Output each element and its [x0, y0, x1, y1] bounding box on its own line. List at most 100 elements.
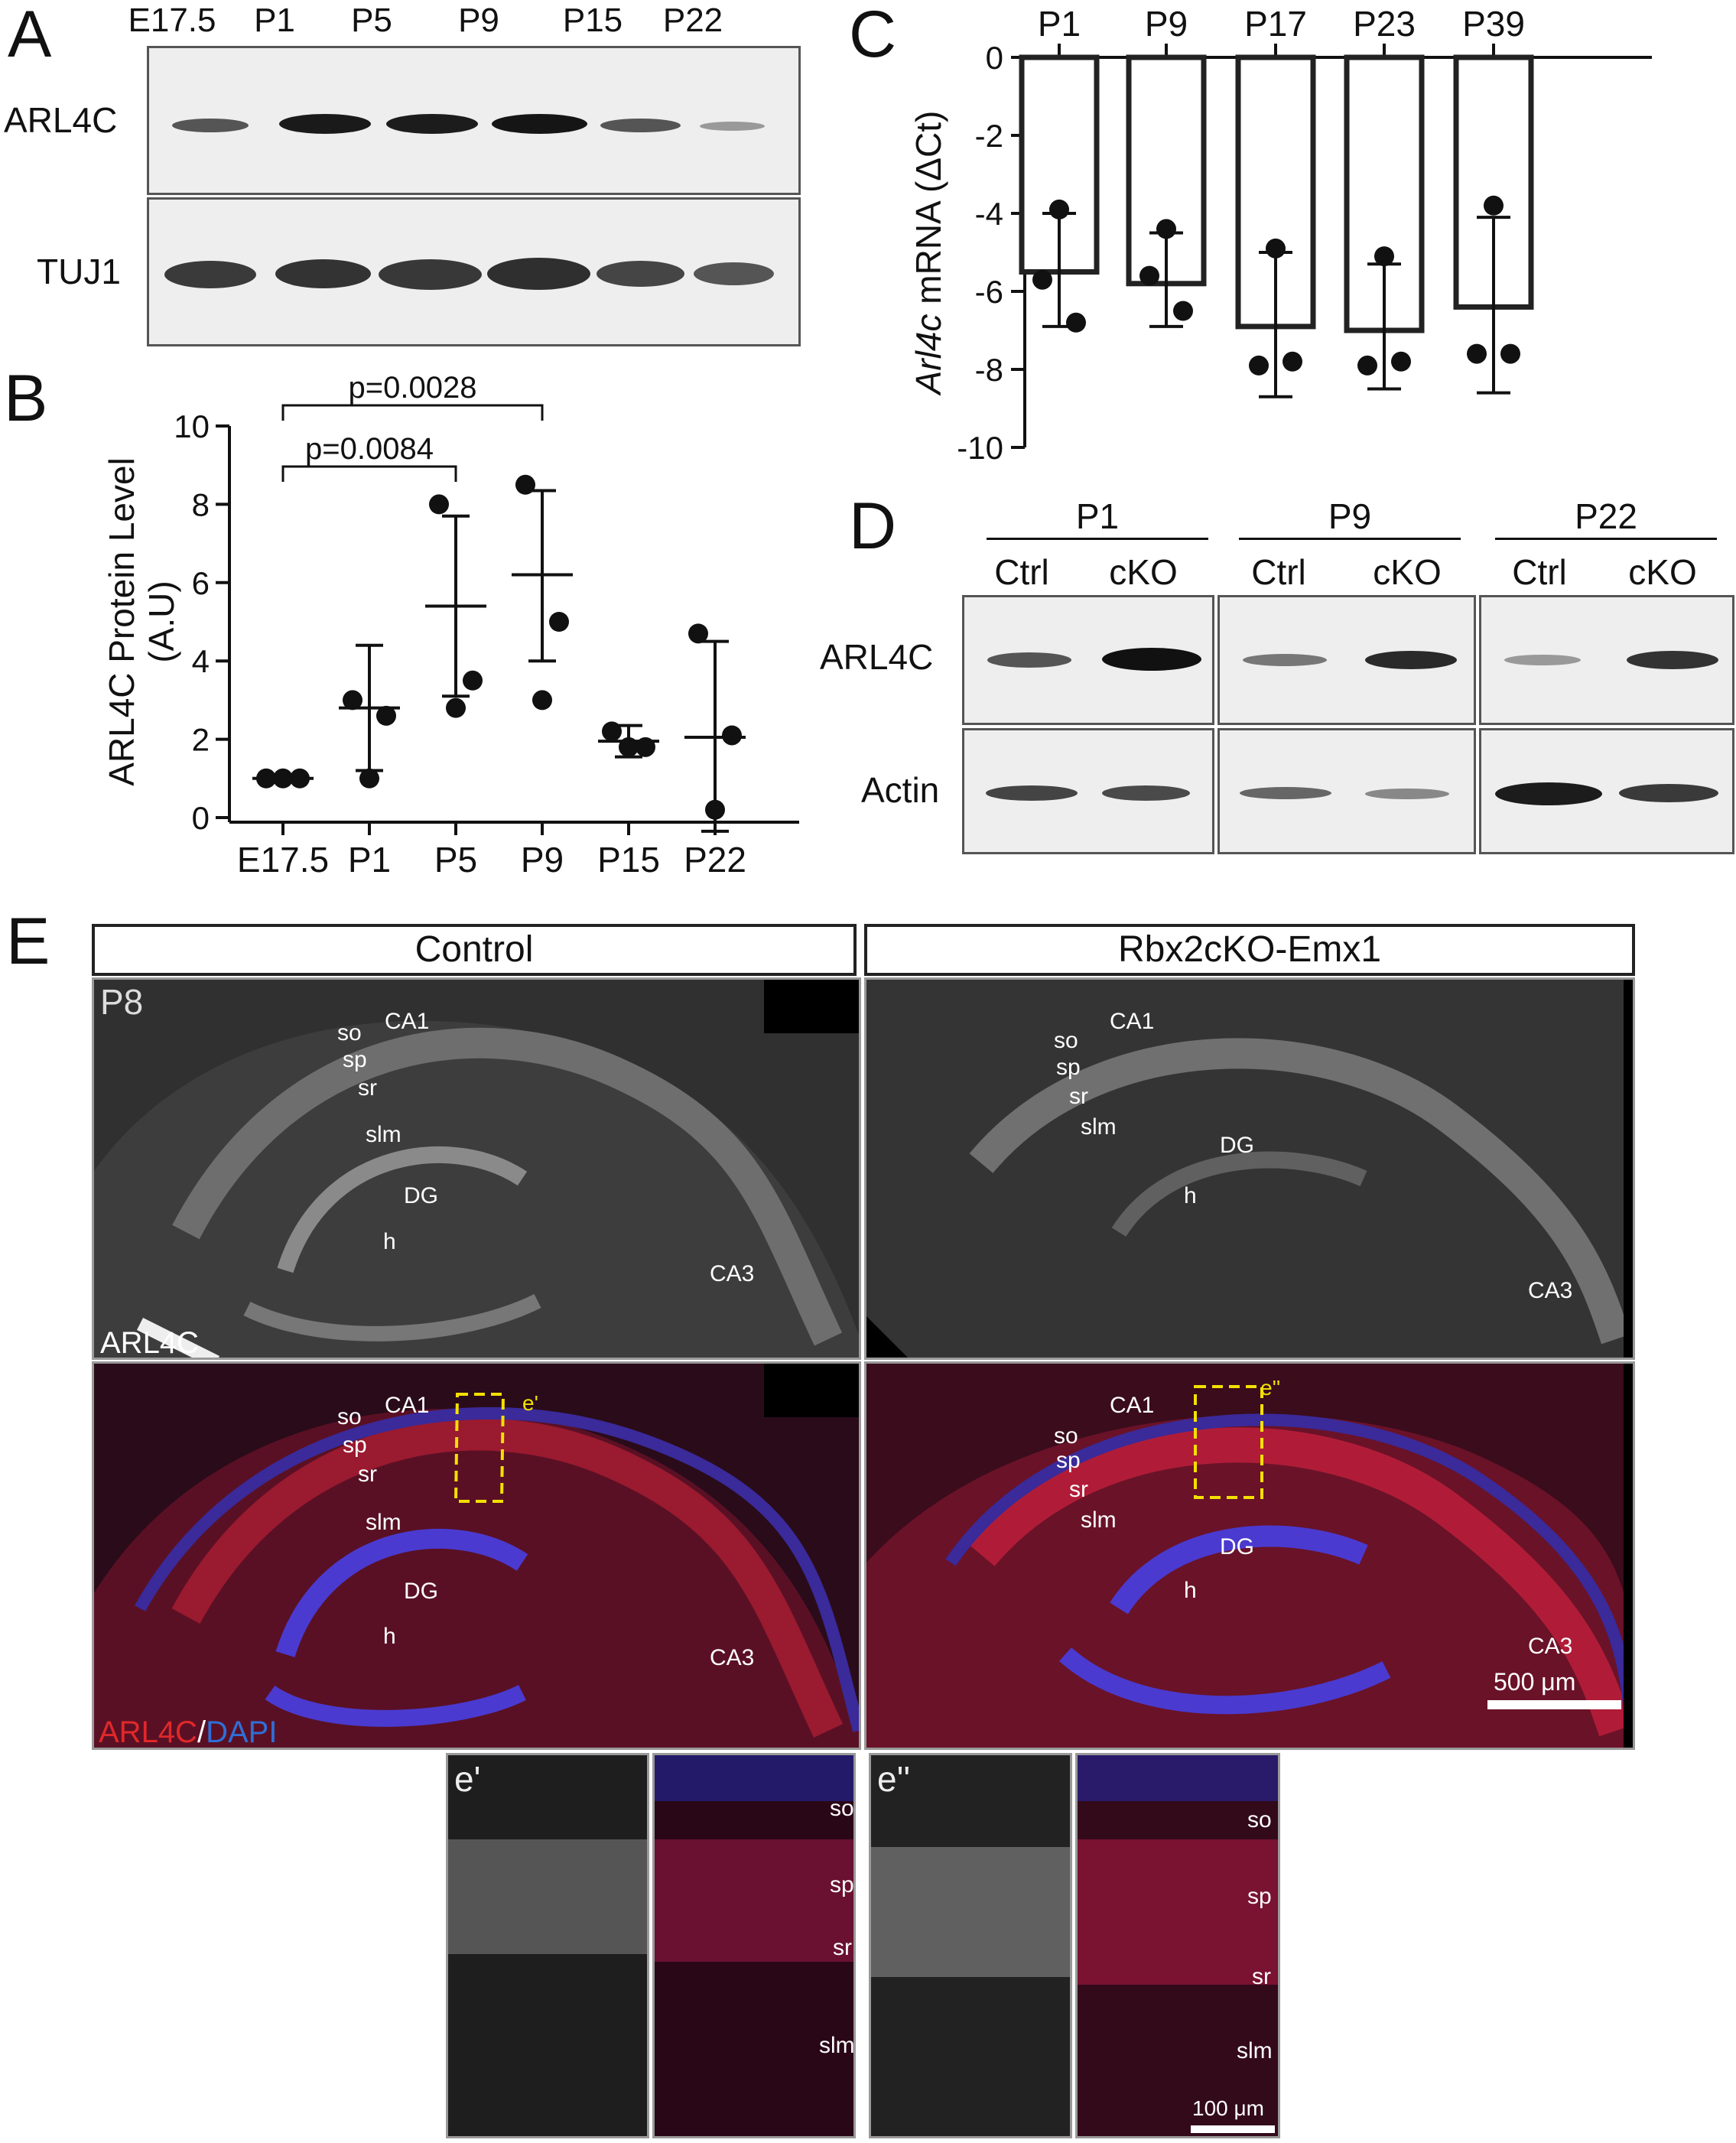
b-data-point: [290, 768, 310, 789]
region-slm: slm: [1081, 1507, 1117, 1533]
b-y-axis-label: ARL4C Protein Level(A.U): [102, 457, 181, 786]
d-arl4c-blot-p1: [962, 595, 1214, 725]
lane-label: P1: [254, 2, 295, 39]
b-x-tick-label: P22: [684, 840, 746, 880]
group-underline: [987, 538, 1208, 540]
region-so: so: [1054, 1028, 1078, 1053]
panel-a-label: A: [8, 0, 52, 71]
region-ca1: CA1: [385, 1009, 430, 1034]
b-data-point: [688, 623, 708, 644]
d-arl4c-blot-p9: [1217, 595, 1476, 725]
panel-b-label: B: [4, 362, 48, 435]
d-actin-blot-p9: [1217, 728, 1476, 854]
b-y-tick-label: 4: [192, 643, 210, 679]
lane-label: Ctrl: [1251, 552, 1306, 592]
inset-cko-merge: so sp sr slm 100 μm: [1075, 1753, 1280, 2138]
tuj1-blot: [147, 197, 801, 346]
panel-b-chart: 0 2 4 6 8 10 E17.5 P1 P5 P9 P15 P22 ARL4C Protein Le…: [102, 371, 799, 880]
region-sp: sp: [343, 1047, 367, 1072]
scale-bar-inset-label: 100 μm: [1192, 2096, 1264, 2120]
region-slm: slm: [819, 2033, 855, 2058]
panel-c-chart: 0 -2 -4 -6 -8 -10 P1 P9 P17 P23 P39 Arl4c mRNA (ΔCt…: [909, 4, 1652, 466]
inset-ctrl-merge: [652, 1753, 856, 2138]
c-data-point: [1374, 246, 1394, 267]
b-data-point: [446, 698, 466, 718]
b-y-tick-label: 10: [174, 408, 210, 444]
region-ca1: CA1: [1110, 1009, 1155, 1034]
b-bracket: [281, 465, 457, 482]
group-label: P22: [1575, 496, 1637, 536]
region-ca3: CA3: [1528, 1634, 1573, 1659]
stain-legend: ARL4C/DAPI: [99, 1717, 277, 1748]
c-data-point: [1357, 355, 1377, 376]
lane-label: cKO: [1373, 552, 1442, 592]
b-data-point: [636, 737, 655, 757]
c-data-point: [1032, 269, 1052, 290]
c-data-point: [1500, 343, 1520, 364]
region-ca1: CA1: [385, 1393, 430, 1418]
c-data-point: [1049, 199, 1069, 220]
lane-label: cKO: [1109, 552, 1178, 592]
b-data-point: [463, 670, 483, 691]
c-y-tick-label: -2: [975, 118, 1003, 154]
c-x-tick-label: P9: [1145, 4, 1188, 44]
region-sr: sr: [1069, 1477, 1088, 1502]
region-ca3: CA3: [710, 1645, 755, 1670]
blot-row-label: ARL4C: [820, 637, 934, 677]
blot-row-label: TUJ1: [37, 252, 121, 291]
c-data-point: [1266, 238, 1286, 259]
scale-bar-main-label: 500 μm: [1494, 1668, 1576, 1696]
d-actin-blot-p22: [1479, 728, 1734, 854]
lane-label: P15: [562, 2, 623, 39]
c-data-point: [1173, 301, 1193, 321]
inset-box-ctrl: [454, 1393, 506, 1503]
region-ca1: CA1: [1110, 1393, 1155, 1418]
region-sp: sp: [1247, 1884, 1272, 1909]
b-x-tick-label: P9: [521, 840, 564, 880]
b-data-point: [359, 768, 379, 789]
region-h: h: [383, 1624, 396, 1649]
inset-box-cko: [1194, 1385, 1263, 1499]
group-underline: [1495, 538, 1717, 540]
stain-label: ARL4C: [100, 1326, 199, 1360]
cko-arl4c-image: so CA1 sp sr slm DG h CA3: [864, 977, 1635, 1360]
region-so: so: [1054, 1423, 1078, 1449]
b-bracket: [281, 404, 544, 421]
region-sp: sp: [830, 1872, 854, 1897]
region-slm: slm: [366, 1510, 401, 1535]
b-y-tick-label: 0: [192, 800, 210, 836]
b-data-point: [343, 690, 362, 711]
c-x-tick-label: P39: [1462, 4, 1525, 44]
region-dg: DG: [404, 1183, 438, 1208]
group-label: P1: [1075, 496, 1120, 536]
lane-label: P5: [351, 2, 392, 39]
region-so: so: [337, 1020, 362, 1045]
region-so: so: [1247, 1807, 1272, 1832]
c-y-axis-label: Arl4c mRNA (ΔCt): [909, 111, 948, 397]
stain-blue-label: DAPI: [206, 1715, 278, 1749]
b-data-point: [256, 768, 276, 789]
region-sp: sp: [343, 1432, 367, 1458]
b-annotation: p=0.0084: [305, 432, 434, 466]
b-y-tick-label: 8: [192, 486, 210, 522]
c-data-point: [1391, 351, 1411, 372]
panel-d-label: D: [849, 489, 897, 563]
c-x-tick-label: P1: [1038, 4, 1081, 44]
c-data-point: [1282, 351, 1302, 372]
b-data-point: [549, 612, 569, 632]
c-y-tick-label: 0: [986, 40, 1003, 76]
region-slm: slm: [366, 1122, 401, 1147]
control-arl4c-image: P8 so CA1 sp sr slm DG h CA3 ARL4C: [92, 977, 861, 1360]
region-dg: DG: [1220, 1133, 1254, 1158]
region-ca3: CA3: [710, 1261, 755, 1286]
panel-c-label: C: [849, 0, 897, 71]
b-data-point: [619, 737, 639, 757]
control-merge-image: e' so CA1 sp sr slm DG h CA3 ARL4C/DAPI: [92, 1361, 861, 1750]
inset-marker-ctrl: e': [522, 1391, 538, 1415]
scale-bar-main: [1487, 1700, 1621, 1709]
panel-e-label: E: [6, 905, 50, 978]
group-label: P9: [1328, 496, 1372, 536]
inset-cko-label: e'': [877, 1759, 911, 1799]
scale-bar-inset: [1191, 2125, 1275, 2133]
c-x-tick-label: P17: [1244, 4, 1307, 44]
